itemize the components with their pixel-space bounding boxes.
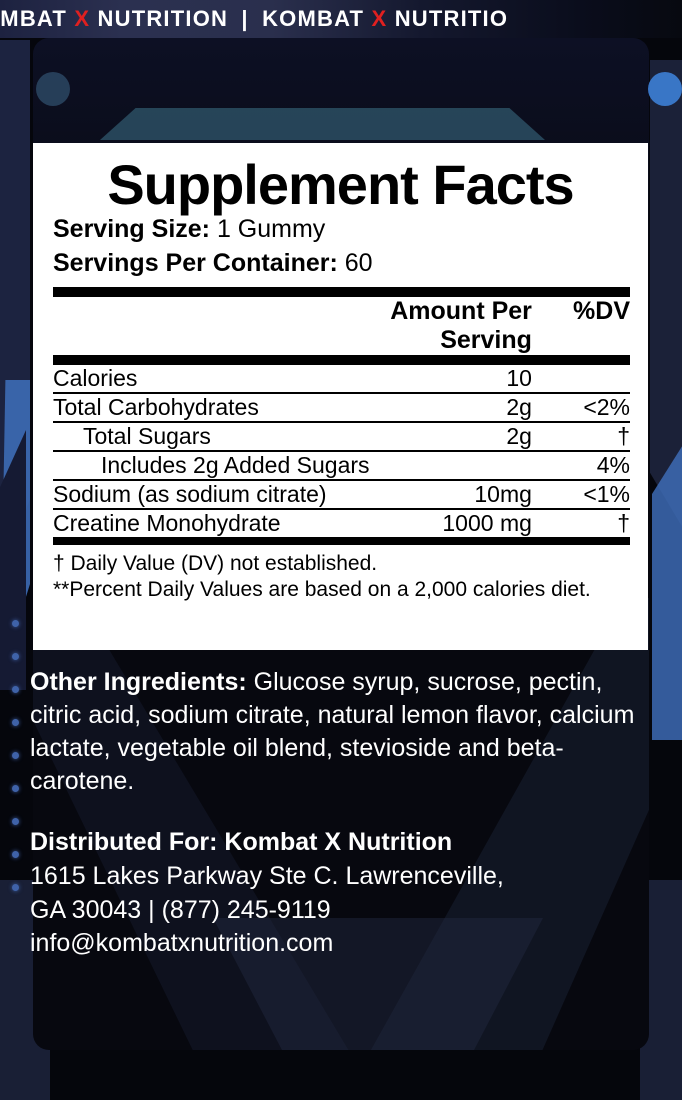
distributor-email: info@kombatxnutrition.com [30,929,334,958]
rail-dot [12,884,19,891]
rail-dot [12,818,19,825]
circle-accent-left [36,72,70,106]
row-amount: 10 [506,364,532,391]
row-percent-dv: † [617,422,630,449]
table-bottom-rule [53,536,630,545]
row-percent-dv [532,365,630,393]
dot-rail [12,620,22,891]
footnote-dagger: † Daily Value (DV) not established. [53,551,378,575]
brand-banner: OMBAT X NUTRITION | KOMBAT X NUTRITIO [0,0,682,38]
banner-text-right-2: NUTRITIO [394,6,509,31]
brand-ticker-text: OMBAT X NUTRITION | KOMBAT X NUTRITIO [0,6,508,32]
serving-size-line: Serving Size: 1 Gummy [33,213,648,247]
table-row: Creatine Monohydrate 1000 mg † [53,510,630,537]
row-amount: 1000 mg [442,509,532,536]
table-header-rule [53,354,630,365]
header-percent-dv: %DV [573,296,630,325]
servings-per-container-line: Servings Per Container: 60 [33,247,648,281]
banner-x-icon: X [74,6,91,31]
row-percent-dv: 4% [596,451,630,478]
row-percent-dv: † [617,509,630,536]
header-blank [53,297,388,355]
supplement-facts-title: Supplement Facts [107,153,574,216]
row-amount: 2g [506,422,532,449]
row-amount [388,452,532,480]
other-ingredients-heading: Other Ingredients: [30,668,247,696]
table-row: Total Sugars 2g † [53,423,630,451]
rail-dot [12,752,19,759]
rail-dot [12,653,19,660]
row-nutrient-name: Creatine Monohydrate [53,509,281,536]
supplement-facts-rows: Calories 10 Total Carbohydrates 2g <2% T… [53,365,630,537]
row-nutrient-name: Sodium (as sodium citrate) [53,480,327,507]
row-percent-dv: <1% [583,480,630,507]
row-amount: 2g [506,393,532,420]
table-row: Sodium (as sodium citrate) 10mg <1% [53,481,630,509]
header-amount-per-serving: Amount Per Serving [390,296,532,354]
supplement-facts-panel: Supplement Facts Serving Size: 1 Gummy S… [33,143,648,650]
servings-per-container-value: 60 [344,248,373,277]
distributor-block: Distributed For: Kombat X Nutrition 1615… [30,826,660,961]
table-top-rule [53,286,630,297]
distributor-address-line-1: 1615 Lakes Parkway Ste C. Lawrenceville, [30,861,504,890]
row-amount: 10mg [474,480,532,507]
footnote-percent-dv: **Percent Daily Values are based on a 2,… [53,577,591,601]
banner-separator: | [241,6,249,31]
row-nutrient-name: Total Sugars [83,422,211,449]
other-ingredients-text: Glucose syrup, sucrose, pectin, citric a… [30,668,635,795]
row-percent-dv: <2% [583,393,630,420]
rail-dot [12,620,19,627]
table-row: Total Carbohydrates 2g <2% [53,394,630,422]
rail-dot [12,686,19,693]
rail-dot [12,785,19,792]
footnotes-block: † Daily Value (DV) not established. **Pe… [33,545,648,604]
row-nutrient-name: Calories [53,364,138,391]
banner-text-mid: NUTRITION [97,6,229,31]
table-row: Includes 2g Added Sugars 4% [53,452,630,480]
trapezoid-accent [100,108,545,140]
distributor-heading: Distributed For: Kombat X Nutrition [30,828,453,856]
servings-per-container-label: Servings Per Container: [53,248,338,277]
right-angular-accent-2 [652,440,682,740]
table-header-row: Amount Per Serving %DV [53,297,630,355]
circle-accent-right [648,72,682,106]
other-ingredients-block: Other Ingredients: Glucose syrup, sucros… [30,666,660,798]
facts-table-wrapper: Amount Per Serving %DV Calories 10 [33,286,648,545]
serving-size-value: 1 Gummy [216,215,326,243]
rail-dot [12,851,19,858]
banner-text-left: OMBAT [0,6,68,31]
serving-size-label: Serving Size: [53,215,210,243]
row-nutrient-name: Includes 2g Added Sugars [101,451,370,478]
supplement-facts-table: Amount Per Serving %DV [53,297,630,355]
row-nutrient-name: Total Carbohydrates [53,393,259,420]
rail-dot [12,719,19,726]
banner-text-right-1: KOMBAT [262,6,365,31]
table-row: Calories 10 [53,365,630,393]
banner-x-icon-2: X [371,6,388,31]
distributor-address-line-2: GA 30043 | (877) 245-9119 [30,895,331,924]
